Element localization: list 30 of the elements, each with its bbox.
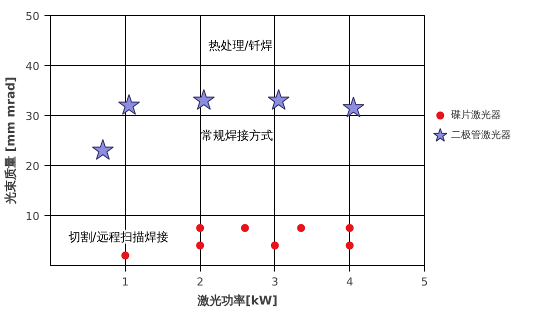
point [118,94,140,115]
x-tick-label: 1 [122,276,129,288]
annotation: 常规焊接方式 [200,128,273,142]
x-tick-label: 4 [346,276,354,288]
point [192,89,215,110]
point [121,252,130,260]
y-axis-title: 光束质量 [mm mrad] [4,76,18,206]
point [196,224,204,232]
point [270,242,279,250]
x-axis-title: 激光功率[kW] [196,294,278,308]
legend-label: 二极管激光器 [451,129,512,141]
point [297,224,306,232]
annotation: 切割/远程扫描焊接 [68,230,168,244]
y-tick-label: 30 [26,110,40,123]
y-tick-label: 20 [26,160,40,173]
point [92,139,114,160]
y-tick-label: 10 [26,210,40,223]
point [268,89,290,110]
y-tick-label: 50 [26,10,40,23]
x-tick-label: 5 [421,276,428,288]
point [346,242,354,250]
y-tick-label: 40 [26,60,40,73]
point [346,224,354,232]
x-tick-label: 3 [271,276,278,288]
annotation: 热处理/钎焊 [208,38,272,52]
point [196,242,204,250]
legend-label: 碟片激光器 [451,109,502,121]
point [342,96,364,118]
x-tick-label: 2 [196,276,204,288]
point [240,224,249,232]
